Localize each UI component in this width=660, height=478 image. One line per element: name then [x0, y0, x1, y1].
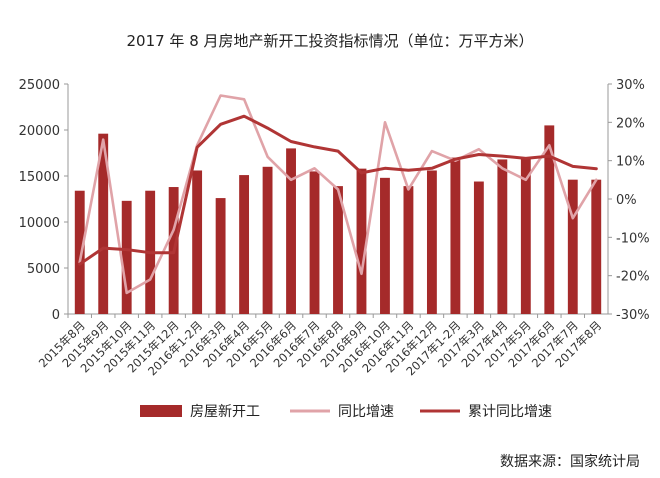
legend: 房屋新开工 同比增速 累计同比增速	[140, 404, 552, 420]
y-left-tick-label: 5000	[27, 262, 60, 277]
y-right-tick-label: -30%	[616, 308, 650, 323]
bar	[333, 186, 343, 314]
bar	[450, 157, 461, 314]
legend-swatch-bar	[140, 405, 182, 417]
x-axis-ticks: 2015年8月2015年9月2015年10月2015年11月2015年12月20…	[36, 314, 604, 378]
bar	[544, 125, 555, 315]
legend-label-bar: 房屋新开工	[190, 404, 260, 420]
y-right-tick-label: -10%	[616, 231, 650, 246]
y-right-tick-label: -20%	[616, 270, 650, 285]
bar	[286, 148, 296, 314]
y-left-tick-label: 20000	[19, 124, 60, 139]
bar-series	[74, 125, 602, 315]
bar	[215, 198, 226, 314]
bar	[309, 171, 320, 314]
bar	[356, 168, 367, 314]
yoy-growth-line	[78, 94, 598, 295]
bar	[497, 159, 508, 314]
bar	[403, 186, 414, 314]
bar	[121, 200, 132, 314]
bar	[380, 177, 390, 314]
bar	[98, 133, 109, 314]
bar	[520, 158, 531, 314]
y-left-tick-label: 0	[52, 308, 60, 323]
source-note: 数据来源：国家统计局	[500, 453, 640, 470]
y-right-tick-label: 20%	[616, 116, 645, 131]
y-right-tick-label: 0%	[616, 193, 637, 208]
y-right-tick-label: 10%	[616, 155, 645, 170]
legend-label-yoy: 同比增速	[338, 404, 394, 420]
y-left-tick-label: 15000	[19, 170, 60, 185]
y-left-tick-label: 10000	[19, 216, 60, 231]
bar	[262, 166, 273, 314]
bar	[591, 179, 602, 314]
y-axis-left-ticks: 0 5000 10000 15000 20000 25000	[19, 78, 68, 323]
line-series	[78, 94, 598, 295]
bar	[473, 181, 484, 314]
chart-title: 2017 年 8 月房地产新开工投资指标情况（单位：万平方米）	[126, 32, 533, 50]
bar	[567, 179, 578, 314]
bar	[74, 190, 85, 314]
bar	[239, 175, 250, 314]
bar	[192, 170, 203, 314]
legend-label-cumulative: 累计同比增速	[468, 404, 552, 420]
bar	[426, 170, 437, 314]
y-left-tick-label: 25000	[19, 78, 60, 93]
y-right-tick-label: 30%	[616, 78, 645, 93]
y-axis-right-ticks: -30% -20% -10% 0% 10% 20% 30%	[608, 78, 650, 323]
cumulative-growth-line	[78, 114, 598, 266]
